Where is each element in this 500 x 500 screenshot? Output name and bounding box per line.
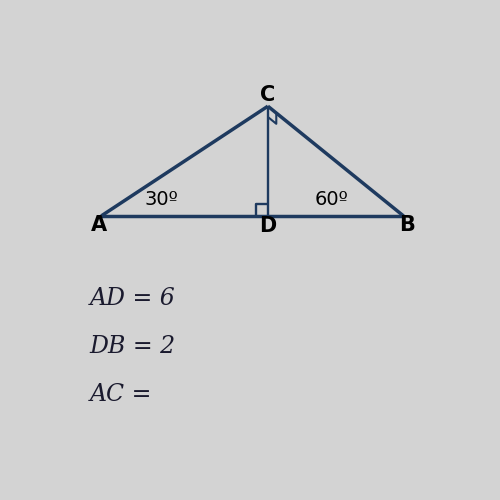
Text: AC =: AC = <box>90 384 152 406</box>
Text: DB = 2: DB = 2 <box>90 336 176 358</box>
Text: AD = 6: AD = 6 <box>90 287 176 310</box>
Text: 60º: 60º <box>315 190 348 209</box>
Text: C: C <box>260 86 276 105</box>
Text: 30º: 30º <box>144 190 178 209</box>
Text: A: A <box>91 215 108 235</box>
Text: B: B <box>398 215 414 235</box>
Text: D: D <box>259 216 276 236</box>
